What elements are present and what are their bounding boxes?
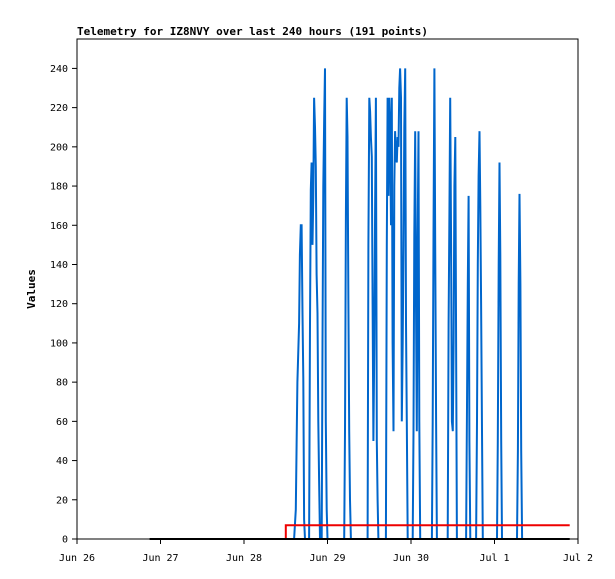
x-tick-label: Jun 29 <box>309 553 345 564</box>
y-tick-label: 140 <box>50 260 68 271</box>
x-tick-label: Jun 27 <box>142 553 178 564</box>
y-axis-title: Values <box>25 269 38 309</box>
y-tick-label: 40 <box>56 456 68 467</box>
x-tick-label: Jul 1 <box>479 553 509 564</box>
x-tick-label: Jun 30 <box>393 553 429 564</box>
x-tick-label: Jul 2 <box>563 553 593 564</box>
series-line-1 <box>284 524 570 539</box>
x-axis: Jun 26 Jun 27 Jun 28 Jun 29 Jun 30 Jul 1 Jul 2 <box>59 539 593 564</box>
y-tick-label: 220 <box>50 103 68 114</box>
y-tick-label: 160 <box>50 221 68 232</box>
y-tick-label: 100 <box>50 338 68 349</box>
y-axis: 0 20 40 60 80 100 120 140 160 180 200 220 240 <box>50 64 77 546</box>
y-tick-label: 20 <box>56 495 68 506</box>
x-tick-label: Jun 28 <box>226 553 262 564</box>
y-tick-label: 240 <box>50 64 68 75</box>
plot-area <box>76 38 579 540</box>
y-tick-label: 120 <box>50 299 68 310</box>
y-tick-label: 60 <box>56 417 68 428</box>
series-layer <box>149 68 570 540</box>
y-tick-label: 180 <box>50 182 68 193</box>
y-tick-label: 0 <box>62 535 68 546</box>
chart-title: Telemetry for IZ8NVY over last 240 hours… <box>77 25 428 38</box>
x-tick-label: Jun 26 <box>59 553 95 564</box>
y-tick-label: 200 <box>50 142 68 153</box>
y-tick-label: 80 <box>56 378 68 389</box>
series-line-0 <box>293 68 524 540</box>
